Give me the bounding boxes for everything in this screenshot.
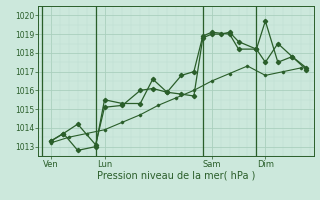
X-axis label: Pression niveau de la mer( hPa ): Pression niveau de la mer( hPa )	[97, 171, 255, 181]
